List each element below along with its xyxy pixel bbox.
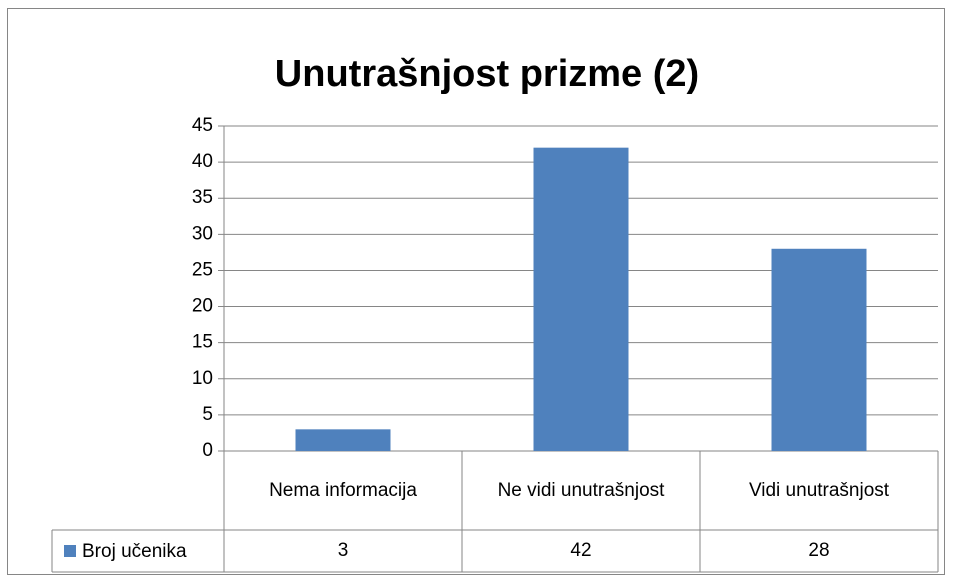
table-value: 3: [337, 540, 349, 562]
y-tick-label: 40: [192, 151, 213, 172]
y-tick-label: 10: [192, 368, 213, 389]
y-tick-label: 5: [202, 404, 213, 425]
table-value: 42: [570, 540, 592, 562]
y-tick-label: 35: [192, 187, 213, 208]
x-tick-label: Ne vidi unutrašnjost: [497, 479, 665, 501]
x-tick-label: Vidi unutrašnjost: [748, 479, 890, 501]
legend-label: Broj učenika: [82, 541, 187, 562]
bar: [771, 248, 867, 451]
y-tick-label: 45: [192, 115, 213, 136]
y-tick-label: 15: [192, 332, 213, 353]
legend-swatch: [64, 545, 76, 557]
y-tick-label: 0: [202, 440, 213, 461]
bar: [533, 147, 629, 451]
x-tick-label: Nema informacija: [269, 479, 417, 501]
table-value: 28: [808, 540, 830, 562]
chart-title: Unutrašnjost prizme (2): [275, 53, 699, 95]
y-tick-label: 25: [192, 259, 213, 280]
y-tick-label: 20: [192, 296, 213, 317]
y-tick-label: 30: [192, 223, 213, 244]
bar: [295, 429, 391, 451]
